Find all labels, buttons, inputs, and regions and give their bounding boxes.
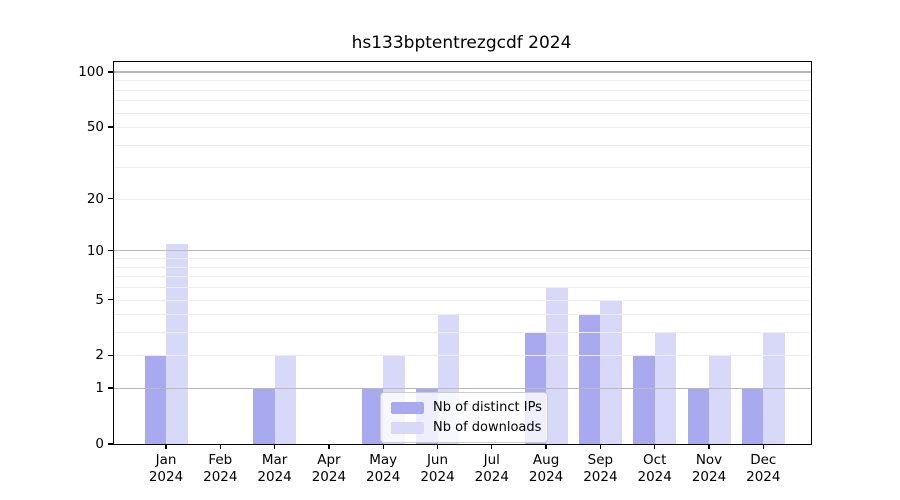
y-tick <box>108 197 114 200</box>
legend-swatch-downloads <box>391 421 424 434</box>
bar-downloads <box>600 299 622 444</box>
y-tick <box>108 250 114 252</box>
x-tick-label: Mar 2024 <box>257 452 292 485</box>
gridline-minor <box>114 100 811 102</box>
x-tick <box>219 444 221 449</box>
x-tick <box>436 444 439 449</box>
grid-layer <box>114 62 811 444</box>
x-tick-label: Apr 2024 <box>311 452 347 485</box>
x-tick-label: Jun 2024 <box>420 452 455 485</box>
bar-distinct-ips <box>741 388 764 444</box>
gridline-minor <box>114 287 811 289</box>
x-tick <box>491 444 493 449</box>
y-tick-label: 5 <box>95 291 104 308</box>
legend-swatch-distinct-ips <box>391 401 424 414</box>
gridline-minor <box>114 127 811 129</box>
gridline-minor <box>114 144 811 146</box>
x-tick <box>545 444 547 449</box>
gridline-minor <box>114 276 811 278</box>
y-tick <box>108 71 114 73</box>
y-tick-label: 100 <box>78 64 104 80</box>
y-tick <box>108 354 114 357</box>
x-tick-label: Nov 2024 <box>691 452 727 485</box>
plot-area: 0 1 2 5 10 20 50 100 Jan 2024 Feb 2024 Mar 2024 Apr 202… <box>78 61 812 485</box>
y-tick-label: 1 <box>95 380 104 397</box>
gridline-minor <box>114 112 811 114</box>
y-tick-label: 2 <box>95 347 104 364</box>
x-tick <box>165 444 167 449</box>
gridline-minor <box>114 266 811 268</box>
gridline-minor <box>114 314 811 316</box>
legend-label-distinct-ips: Nb of distinct IPs <box>433 400 542 415</box>
y-tick <box>108 126 114 128</box>
x-tick-label: Jan 2024 <box>148 452 184 485</box>
bar-downloads <box>709 355 731 444</box>
chart-title: hs133bptentrezgcdf 2024 <box>351 33 572 53</box>
bar-distinct-ips <box>633 355 655 444</box>
x-tick <box>382 444 384 449</box>
x-tick <box>762 444 764 449</box>
bar-distinct-ips <box>253 388 275 444</box>
gridline-minor <box>114 332 811 334</box>
x-tick-label: Dec 2024 <box>746 452 781 485</box>
bar-downloads <box>274 355 297 444</box>
gridline-minor <box>114 299 811 301</box>
gridline-minor <box>114 80 811 82</box>
bar-downloads <box>654 332 677 444</box>
x-tick-label: Oct 2024 <box>637 452 672 485</box>
axis-layer: 0 1 2 5 10 20 50 100 Jan 2024 Feb 2024 Mar 2024 Apr 202… <box>78 62 811 485</box>
gridline-minor <box>114 355 811 357</box>
x-tick-label: Aug 2024 <box>528 452 564 485</box>
x-tick-label: May 2024 <box>366 452 401 485</box>
y-tick <box>108 443 114 445</box>
y-tick-label: 50 <box>86 119 104 136</box>
x-tick <box>708 444 710 449</box>
x-tick <box>273 444 276 449</box>
gridline-minor <box>114 258 811 260</box>
x-tick-label: Sep 2024 <box>583 452 618 485</box>
bar-distinct-ips <box>578 314 601 444</box>
gridline-major <box>114 387 811 389</box>
x-tick-label: Feb 2024 <box>203 452 238 485</box>
bar-downloads <box>763 332 785 444</box>
bar-distinct-ips <box>144 355 166 444</box>
x-tick <box>599 444 602 449</box>
bar-downloads <box>546 287 568 444</box>
y-tick-label: 20 <box>86 190 104 207</box>
bar-distinct-ips <box>687 388 709 444</box>
gridline-minor <box>114 198 811 200</box>
x-tick-label: Jul 2024 <box>474 452 509 485</box>
gridline-minor <box>114 89 811 91</box>
legend-row: Nb of distinct IPs <box>391 400 542 415</box>
legend: Nb of distinct IPs Nb of downloads <box>380 392 548 443</box>
gridline-minor <box>114 167 811 169</box>
bars-layer <box>114 62 811 444</box>
bar-downloads <box>166 243 188 444</box>
x-tick <box>654 444 656 449</box>
y-tick <box>108 298 114 301</box>
y-tick-label: 10 <box>86 242 104 259</box>
gridline-major <box>114 71 811 73</box>
y-tick-label: 0 <box>95 436 104 452</box>
x-tick <box>328 444 330 449</box>
legend-label-downloads: Nb of downloads <box>433 420 542 435</box>
gridline-major <box>114 250 811 252</box>
y-tick <box>108 387 114 389</box>
legend-row: Nb of downloads <box>391 420 541 435</box>
